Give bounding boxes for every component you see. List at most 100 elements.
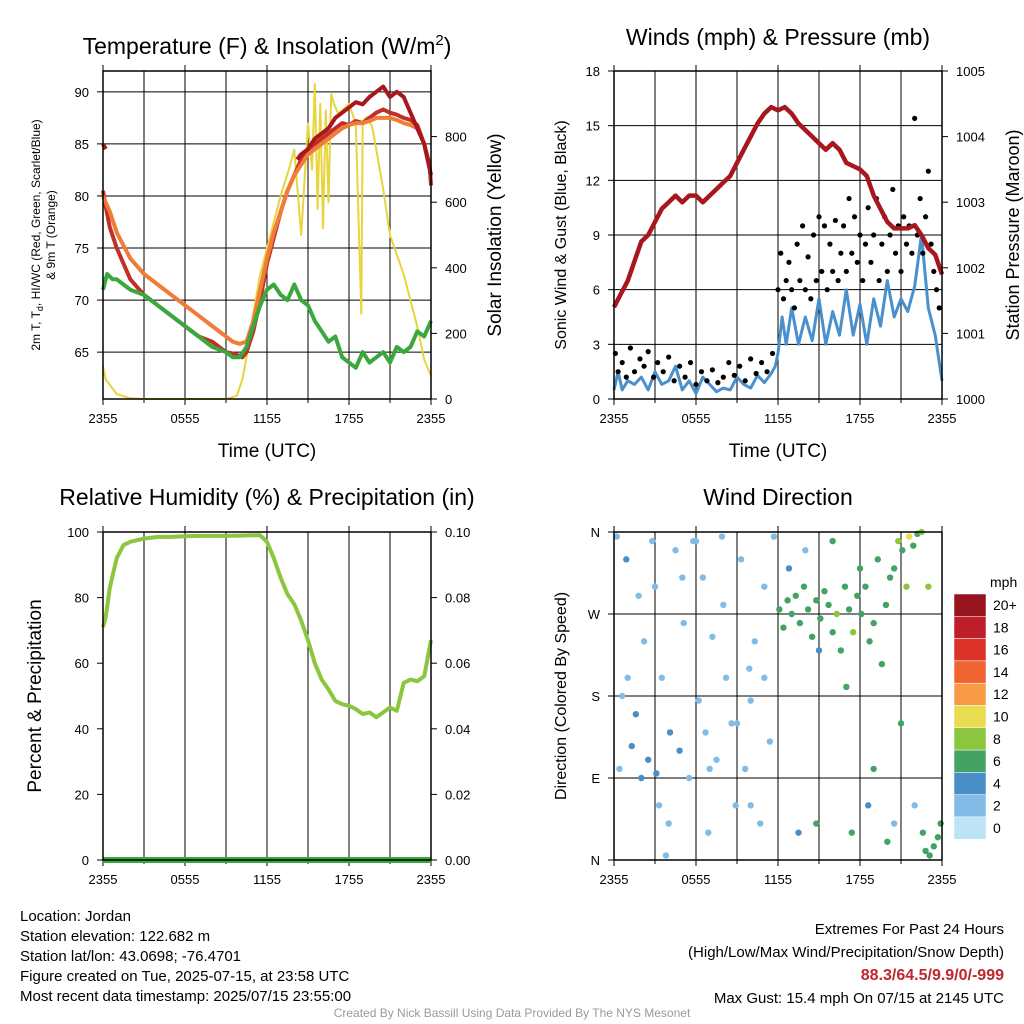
colorbar-swatch xyxy=(953,749,987,773)
x-tick-label: 1755 xyxy=(335,872,364,887)
x-tick-label: 2355 xyxy=(600,872,629,887)
direction-point xyxy=(911,802,918,809)
colorbar-swatch xyxy=(953,682,987,706)
gust-point xyxy=(693,381,699,388)
direction-ylabel: Direction (Colored By Speed) xyxy=(553,592,570,800)
direction-point xyxy=(638,774,645,782)
direction-point xyxy=(890,565,898,572)
gust-point xyxy=(677,363,683,369)
direction-point xyxy=(858,610,865,618)
colorbar-label: 4 xyxy=(993,775,1001,791)
direction-point xyxy=(761,674,768,681)
gust-point xyxy=(797,277,803,284)
x-tick-label: 0555 xyxy=(171,872,200,887)
gust-point xyxy=(778,250,784,256)
gust-point xyxy=(731,372,737,378)
direction-point xyxy=(747,697,754,704)
colorbar-swatch xyxy=(953,816,987,840)
gust-point xyxy=(857,232,863,238)
figure-created: Figure created on Tue, 2025-07-15, at 23… xyxy=(20,968,350,985)
direction-point xyxy=(776,606,783,613)
direction-point xyxy=(747,802,754,809)
colorbar-swatch xyxy=(953,638,987,662)
gust-point xyxy=(884,268,890,275)
x-tick-label: 2355 xyxy=(89,872,118,887)
gust-point xyxy=(775,287,781,293)
y-tick-label: 90 xyxy=(75,85,89,100)
gust-point xyxy=(879,241,885,247)
station-latlon: Station lat/lon: 43.0698; -76.4701 xyxy=(20,948,242,965)
direction-point xyxy=(925,583,932,590)
y-tick-label: 75 xyxy=(75,241,89,256)
direction-point xyxy=(692,537,700,545)
direction-point xyxy=(632,711,640,718)
direction-point xyxy=(897,720,905,727)
direction-point xyxy=(821,588,828,595)
gust-point xyxy=(827,241,833,247)
gust-point xyxy=(898,268,904,275)
gust-point xyxy=(868,259,874,265)
y-tick-label: 85 xyxy=(75,137,89,152)
colorbar-swatch xyxy=(953,660,987,684)
direction-point xyxy=(862,583,869,590)
direction-point xyxy=(890,820,898,827)
direction-point xyxy=(815,647,823,654)
direction-point xyxy=(829,629,836,636)
x-tick-label: 0555 xyxy=(682,872,711,887)
y-tick-label: 18 xyxy=(586,64,600,79)
x-tick-label: 0555 xyxy=(171,411,200,426)
direction-point xyxy=(662,852,670,859)
direction-point xyxy=(742,765,749,773)
wind-speed-line xyxy=(612,233,944,395)
gust-point xyxy=(737,363,743,369)
gust-point xyxy=(805,254,811,260)
gust-point xyxy=(890,186,896,193)
direction-point xyxy=(737,556,745,563)
gust-point xyxy=(709,367,716,373)
direction-point xyxy=(655,802,663,809)
y-tick-label: 40 xyxy=(75,722,89,737)
y2-tick-label: 400 xyxy=(445,261,467,276)
direction-point xyxy=(796,619,804,627)
direction-point xyxy=(709,633,716,640)
colorbar-label: 0 xyxy=(993,820,1001,836)
x-tick-label: 1755 xyxy=(335,411,364,426)
direction-point xyxy=(878,660,886,668)
direction-point xyxy=(613,533,620,540)
direction-point xyxy=(720,601,727,609)
direction-point xyxy=(804,606,812,613)
gust-point xyxy=(912,115,918,121)
gust-point xyxy=(931,268,937,275)
direction-point xyxy=(934,834,942,841)
direction-point xyxy=(785,565,793,572)
direction-point xyxy=(624,674,631,681)
gust-point xyxy=(901,214,907,220)
gust-point xyxy=(715,380,721,386)
gust-point xyxy=(800,223,806,229)
station-location: Location: Jordan xyxy=(20,908,131,925)
gust-point xyxy=(843,268,849,275)
direction-point xyxy=(910,542,917,549)
y-tick-label: 65 xyxy=(75,345,89,360)
gust-point xyxy=(903,241,910,247)
colorbar-swatch xyxy=(953,593,987,617)
direction-point xyxy=(833,610,840,618)
gust-point xyxy=(794,241,800,247)
gust-point xyxy=(892,250,899,256)
temperature-xlabel: Time (UTC) xyxy=(218,441,317,462)
x-tick-label: 2355 xyxy=(89,411,118,426)
y2-tick-label: 1000 xyxy=(956,392,985,407)
direction-point xyxy=(680,619,687,627)
gust-point xyxy=(838,250,844,256)
relative-humidity-line xyxy=(101,533,433,720)
gust-point xyxy=(783,277,789,284)
x-tick-label: 1755 xyxy=(846,872,875,887)
direction-point xyxy=(702,729,709,736)
direction-point xyxy=(845,606,853,613)
direction-point xyxy=(906,533,913,540)
y-tick-label: 80 xyxy=(75,591,89,606)
y2-tick-label: 800 xyxy=(445,130,467,145)
y-tick-label: 0 xyxy=(82,853,89,868)
direction-point xyxy=(666,729,674,736)
colorbar-swatch xyxy=(953,727,987,751)
